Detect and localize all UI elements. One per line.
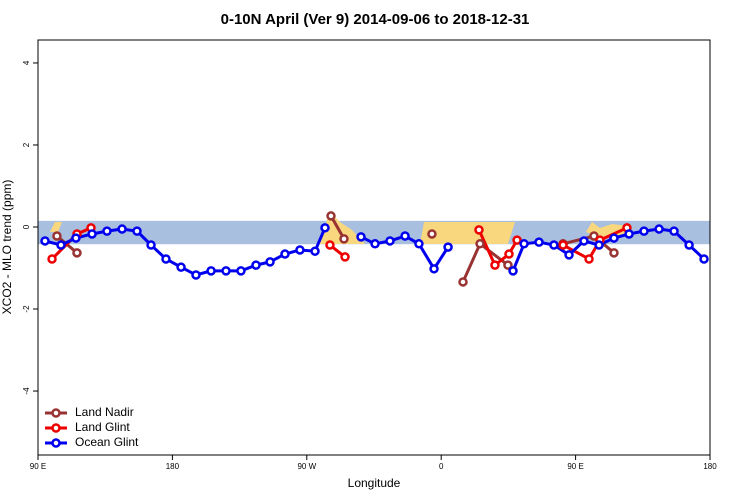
series-marker — [512, 235, 522, 245]
land-patch — [50, 222, 62, 232]
series-marker — [265, 257, 275, 267]
legend-marker — [51, 438, 61, 448]
y-tick-label: -4 — [22, 387, 31, 395]
series-marker — [236, 266, 246, 276]
legend-label: Land Glint — [75, 420, 130, 434]
y-tick-label: 2 — [22, 142, 31, 147]
series-marker — [414, 239, 424, 249]
series-marker — [458, 277, 468, 287]
series-marker — [295, 245, 305, 255]
series-marker — [370, 239, 380, 249]
series-marker — [503, 260, 513, 270]
land-patch — [420, 222, 515, 244]
series-marker — [519, 239, 529, 249]
series-marker — [320, 223, 330, 233]
series-marker — [191, 270, 201, 280]
series-marker — [564, 250, 574, 260]
series-marker — [609, 233, 619, 243]
series-marker — [490, 260, 500, 270]
band — [38, 220, 710, 245]
plot-frame — [37, 39, 711, 456]
y-tick-label: 0 — [22, 224, 31, 229]
series-marker — [427, 229, 437, 239]
series-marker — [339, 234, 349, 244]
series-marker — [176, 262, 186, 272]
series-marker — [475, 239, 485, 249]
series-marker — [429, 264, 439, 274]
series-marker — [146, 240, 156, 250]
series-marker — [443, 242, 453, 252]
series-marker — [474, 225, 484, 235]
series-marker — [584, 254, 594, 264]
series-marker — [356, 232, 366, 242]
series-marker — [385, 236, 395, 246]
x-tick-label: 90 E — [30, 462, 46, 471]
series-marker — [558, 240, 568, 250]
band-group — [38, 220, 710, 245]
series-marker — [71, 233, 81, 243]
x-tick-label: 0 — [439, 462, 444, 471]
series-marker — [669, 226, 679, 236]
legend-label: Land Nadir — [75, 405, 134, 419]
series-marker — [161, 254, 171, 264]
series-marker — [280, 249, 290, 259]
y-tick-label: 4 — [22, 60, 31, 65]
series-marker — [508, 266, 518, 276]
series-marker — [684, 240, 694, 250]
series-marker — [325, 240, 335, 250]
x-tick-label: 180 — [166, 462, 180, 471]
series-marker — [72, 248, 82, 258]
x-tick-label: 180 — [703, 462, 717, 471]
series-marker — [699, 254, 709, 264]
legend-marker — [51, 423, 61, 433]
series-marker — [504, 249, 514, 259]
series-marker — [609, 248, 619, 258]
legend-marker — [51, 408, 61, 418]
series-marker — [639, 226, 649, 236]
series-marker — [340, 252, 350, 262]
series-marker — [87, 229, 97, 239]
series-marker — [117, 224, 127, 234]
x-tick-label: 90 E — [567, 462, 583, 471]
series-marker — [40, 236, 50, 246]
legend-label: Ocean Glint — [75, 435, 139, 449]
series-marker — [102, 226, 112, 236]
chart-title: 0-10N April (Ver 9) 2014-09-06 to 2018-1… — [221, 11, 530, 28]
series-marker — [132, 226, 142, 236]
x-axis-label: Longitude — [348, 476, 401, 490]
y-axis-label: XCO2 - MLO trend (ppm) — [0, 180, 14, 315]
series-marker — [654, 224, 664, 234]
series-marker — [579, 236, 589, 246]
series-marker — [549, 240, 559, 250]
series-marker — [206, 266, 216, 276]
series-marker — [534, 237, 544, 247]
series-marker — [326, 211, 336, 221]
series-marker — [589, 231, 599, 241]
y-tick-label: -2 — [22, 305, 31, 313]
x-tick-label: 90 W — [297, 462, 316, 471]
series-marker — [594, 240, 604, 250]
series-marker — [52, 231, 62, 241]
series-marker — [624, 229, 634, 239]
series-marker — [400, 231, 410, 241]
series-marker — [310, 246, 320, 256]
series-marker — [47, 254, 57, 264]
series-marker — [251, 260, 261, 270]
series-marker — [56, 240, 66, 250]
series-marker — [221, 266, 231, 276]
